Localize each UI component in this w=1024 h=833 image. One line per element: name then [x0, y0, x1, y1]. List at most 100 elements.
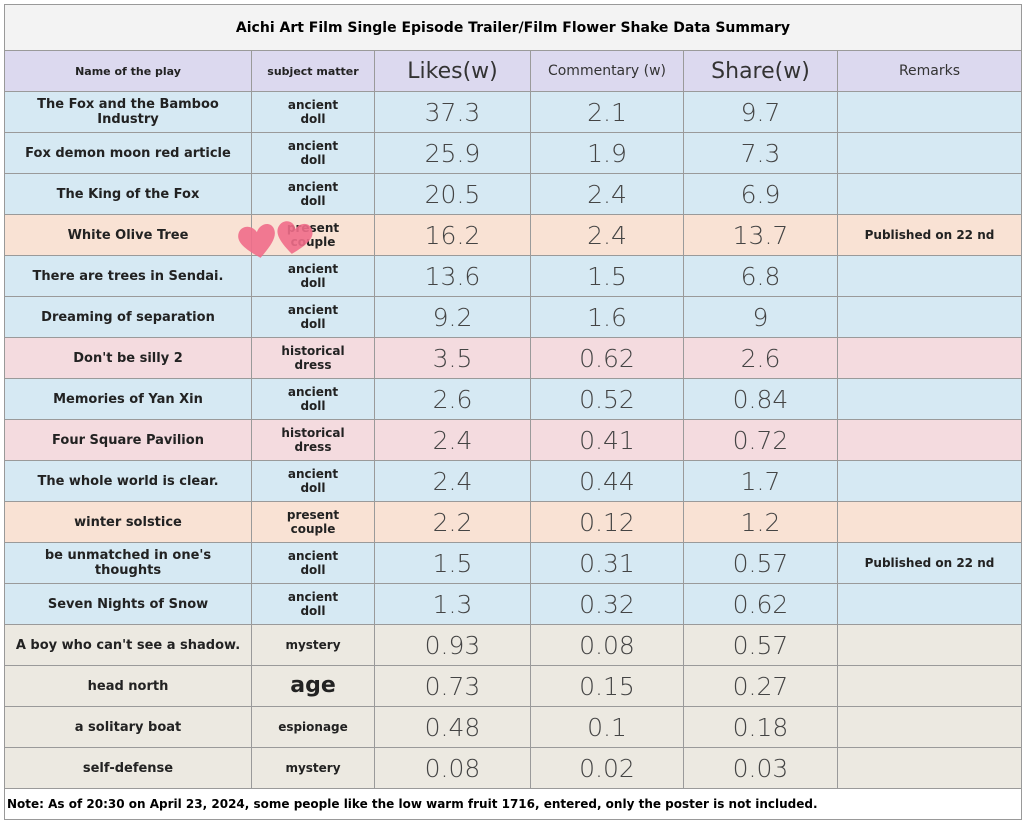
subject-cell: ancient doll	[252, 133, 375, 173]
commentary-cell: 0.1	[531, 707, 684, 747]
commentary-cell: 2.1	[531, 92, 684, 132]
likes-cell: 2.6	[375, 379, 531, 419]
commentary-cell: 1.6	[531, 297, 684, 337]
table-row: be unmatched in one's thoughts ancient do…	[5, 543, 1021, 584]
share-cell: 6.8	[684, 256, 838, 296]
table-body: The Fox and the Bamboo Industry ancient d…	[5, 92, 1021, 789]
name-cell: The Fox and the Bamboo Industry	[5, 92, 252, 132]
name-cell: Memories of Yan Xin	[5, 379, 252, 419]
commentary-cell: 0.32	[531, 584, 684, 624]
commentary-cell: 2.4	[531, 215, 684, 255]
name-cell: The King of the Fox	[5, 174, 252, 214]
commentary-cell: 1.5	[531, 256, 684, 296]
likes-cell: 37.3	[375, 92, 531, 132]
remarks-cell	[838, 461, 1021, 501]
likes-cell: 0.48	[375, 707, 531, 747]
table-row: The King of the Fox ancient doll 20.5 2.4 6.…	[5, 174, 1021, 215]
name-cell: Dreaming of separation	[5, 297, 252, 337]
remarks-cell	[838, 502, 1021, 542]
name-cell: winter solstice	[5, 502, 252, 542]
likes-cell: 2.4	[375, 461, 531, 501]
share-cell: 0.27	[684, 666, 838, 706]
likes-cell: 16.2	[375, 215, 531, 255]
commentary-cell: 0.41	[531, 420, 684, 460]
likes-cell: 20.5	[375, 174, 531, 214]
commentary-cell: 0.44	[531, 461, 684, 501]
subject-cell: espionage	[252, 707, 375, 747]
column-header: subject matter	[252, 51, 375, 91]
table-row: The whole world is clear. ancient doll 2.4…	[5, 461, 1021, 502]
table-row: There are trees in Sendai. ancient doll 13…	[5, 256, 1021, 297]
share-cell: 9	[684, 297, 838, 337]
name-cell: White Olive Tree	[5, 215, 252, 255]
table-row: head north age 0.73 0.15 0.27	[5, 666, 1021, 707]
likes-cell: 2.4	[375, 420, 531, 460]
name-cell: a solitary boat	[5, 707, 252, 747]
share-cell: 0.18	[684, 707, 838, 747]
remarks-cell	[838, 379, 1021, 419]
name-cell: A boy who can't see a shadow.	[5, 625, 252, 665]
likes-cell: 0.73	[375, 666, 531, 706]
remarks-cell	[838, 584, 1021, 624]
share-cell: 0.03	[684, 748, 838, 788]
table-row: The Fox and the Bamboo Industry ancient d…	[5, 92, 1021, 133]
table-row: Memories of Yan Xin ancient doll 2.6 0.52 0.…	[5, 379, 1021, 420]
name-cell: The whole world is clear.	[5, 461, 252, 501]
likes-cell: 2.2	[375, 502, 531, 542]
likes-cell: 1.5	[375, 543, 531, 583]
likes-cell: 0.93	[375, 625, 531, 665]
name-cell: be unmatched in one's thoughts	[5, 543, 252, 583]
likes-cell: 3.5	[375, 338, 531, 378]
table-title: Aichi Art Film Single Episode Trailer/Fi…	[5, 5, 1021, 51]
name-cell: self-defense	[5, 748, 252, 788]
subject-cell: ancient doll	[252, 297, 375, 337]
share-cell: 2.6	[684, 338, 838, 378]
share-cell: 0.62	[684, 584, 838, 624]
table-row: Dreaming of separation ancient doll 9.2 1.6…	[5, 297, 1021, 338]
remarks-cell: Published on 22 nd	[864, 555, 995, 570]
remarks-cell	[838, 256, 1021, 296]
name-cell: Four Square Pavilion	[5, 420, 252, 460]
share-cell: 0.57	[684, 625, 838, 665]
header-row: Name of the play subject matter Likes(w) Co…	[5, 51, 1021, 92]
remarks-cell	[838, 420, 1021, 460]
table-row: Don't be silly 2 historical dress 3.5 0.62 2…	[5, 338, 1021, 379]
subject-cell: mystery	[252, 625, 375, 665]
share-cell: 0.57	[684, 543, 838, 583]
subject-cell: ancient doll	[252, 92, 375, 132]
table-row: self-defense mystery 0.08 0.02 0.03	[5, 748, 1021, 789]
share-cell: 7.3	[684, 133, 838, 173]
name-cell: Seven Nights of Snow	[5, 584, 252, 624]
likes-cell: 0.08	[375, 748, 531, 788]
remarks-cell	[838, 666, 1021, 706]
subject-cell: ancient doll	[252, 256, 375, 296]
subject-cell: ancient doll	[252, 584, 375, 624]
column-header: Name of the play	[5, 51, 252, 91]
commentary-cell: 1.9	[531, 133, 684, 173]
hearts-sticker	[238, 221, 313, 258]
commentary-cell: 0.08	[531, 625, 684, 665]
table-row: Four Square Pavilion historical dress 2.4 0…	[5, 420, 1021, 461]
share-cell: 6.9	[684, 174, 838, 214]
remarks-cell	[838, 133, 1021, 173]
remarks-cell	[838, 707, 1021, 747]
note: Note: As of 20:30 on April 23, 2024, som…	[7, 797, 818, 811]
remarks-cell	[838, 92, 1021, 132]
remarks-cell	[838, 625, 1021, 665]
remarks-cell: Published on 22 nd	[864, 227, 995, 242]
column-header: Share(w)	[684, 51, 838, 91]
remarks-cell	[838, 174, 1021, 214]
likes-cell: 13.6	[375, 256, 531, 296]
commentary-cell: 0.12	[531, 502, 684, 542]
table-row: a solitary boat espionage 0.48 0.1 0.18	[5, 707, 1021, 748]
subject-cell: ancient doll	[252, 174, 375, 214]
column-header: Likes(w)	[375, 51, 531, 91]
table-row: Seven Nights of Snow ancient doll 1.3 0.32 0…	[5, 584, 1021, 625]
name-cell: There are trees in Sendai.	[5, 256, 252, 296]
likes-cell: 25.9	[375, 133, 531, 173]
likes-cell: 9.2	[375, 297, 531, 337]
share-cell: 0.84	[684, 379, 838, 419]
likes-cell: 1.3	[375, 584, 531, 624]
column-header: Remarks	[898, 63, 961, 79]
